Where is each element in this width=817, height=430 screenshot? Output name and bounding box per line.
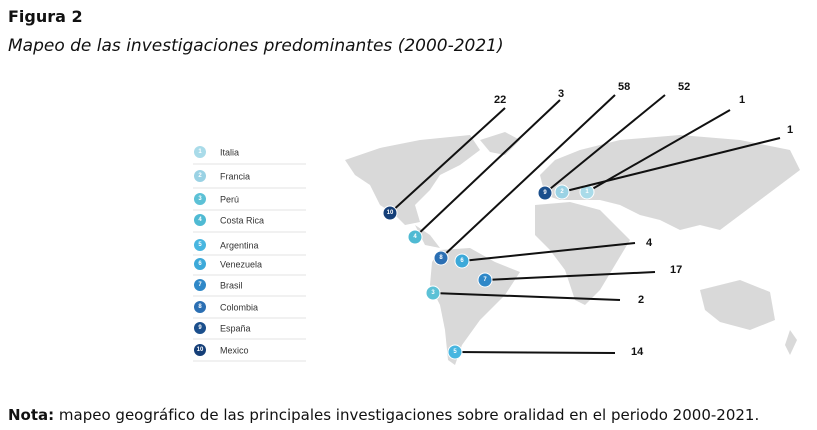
legend-name: Costa Rica — [220, 215, 264, 225]
map-annotations: 1 Italia 1 1 2 Francia 2 1 3 Perú 3 2 4 Costa Rica 4 3 5… — [194, 81, 793, 360]
map-marker — [477, 272, 493, 288]
world-map — [345, 132, 800, 365]
legend-number: 5 — [198, 242, 202, 248]
map-marker — [537, 185, 553, 201]
legend-name: Venezuela — [220, 259, 262, 269]
leader-line — [432, 292, 621, 301]
map-marker-number: 2 — [560, 189, 564, 195]
map-marker-number: 5 — [453, 349, 457, 355]
map-marker-number: 3 — [431, 290, 435, 296]
legend-name: Mexico — [220, 345, 249, 355]
leader-line — [461, 242, 636, 262]
count-label: 14 — [631, 346, 644, 358]
map-marker — [454, 253, 470, 269]
legend-number: 2 — [198, 173, 202, 179]
leader-line — [484, 271, 656, 281]
leader-line — [389, 107, 506, 214]
legend-number: 9 — [198, 325, 202, 331]
map-marker — [554, 184, 570, 200]
map-marker-number: 9 — [543, 190, 547, 196]
legend-number: 6 — [198, 261, 202, 267]
leader-line — [454, 351, 616, 354]
legend-separators — [193, 163, 306, 362]
legend-number: 3 — [198, 196, 202, 202]
legend-name: Colombia — [220, 302, 258, 312]
note-text: mapeo geográfico de las principales inve… — [54, 406, 759, 424]
count-label: 2 — [638, 294, 644, 306]
legend-swatch — [194, 279, 206, 291]
leader-line — [561, 137, 781, 193]
map-marker-number: 10 — [387, 210, 394, 216]
count-label: 3 — [558, 88, 564, 100]
map-marker-number: 7 — [483, 277, 487, 283]
legend-swatch — [194, 146, 206, 158]
legend-name: Italia — [220, 147, 239, 157]
map-marker — [382, 205, 398, 221]
legend-number: 4 — [198, 217, 202, 223]
count-label: 58 — [618, 81, 630, 93]
legend-swatch — [194, 344, 206, 356]
leader-line — [544, 94, 666, 194]
map-marker — [447, 344, 463, 360]
legend-number: 8 — [198, 304, 202, 310]
leader-line — [586, 109, 731, 193]
legend-number: 10 — [197, 347, 204, 353]
map-marker — [433, 250, 449, 266]
legend-name: Argentina — [220, 240, 259, 250]
legend-name: Perú — [220, 194, 239, 204]
legend-number: 7 — [198, 282, 202, 288]
map-marker-number: 8 — [439, 255, 443, 261]
leader-line — [414, 99, 561, 238]
count-label: 52 — [678, 81, 690, 93]
figure-title: Mapeo de las investigaciones predominant… — [8, 36, 504, 56]
legend-swatch — [194, 239, 206, 251]
legend-name: Francia — [220, 171, 250, 181]
map-marker-number: 4 — [413, 234, 417, 240]
legend-number: 1 — [198, 149, 202, 155]
figure-label: Figura 2 — [8, 7, 83, 26]
map-marker-number: 1 — [585, 189, 589, 195]
count-label: 1 — [739, 94, 745, 106]
legend-swatch — [194, 193, 206, 205]
legend-swatch — [194, 214, 206, 226]
map-marker — [425, 285, 441, 301]
leader-line — [440, 94, 616, 259]
figure-note: Nota: mapeo geográfico de las principale… — [8, 406, 759, 424]
note-label: Nota: — [8, 406, 54, 424]
map-marker-number: 6 — [460, 258, 464, 264]
count-label: 1 — [787, 124, 793, 136]
count-label: 4 — [646, 237, 653, 249]
count-label: 22 — [494, 94, 506, 106]
legend-swatch — [194, 170, 206, 182]
legend-name: España — [220, 323, 251, 333]
legend-swatch — [194, 258, 206, 270]
legend-swatch — [194, 322, 206, 334]
count-label: 17 — [670, 264, 682, 276]
legend-swatch — [194, 301, 206, 313]
legend-name: Brasil — [220, 280, 243, 290]
map-marker — [407, 229, 423, 245]
